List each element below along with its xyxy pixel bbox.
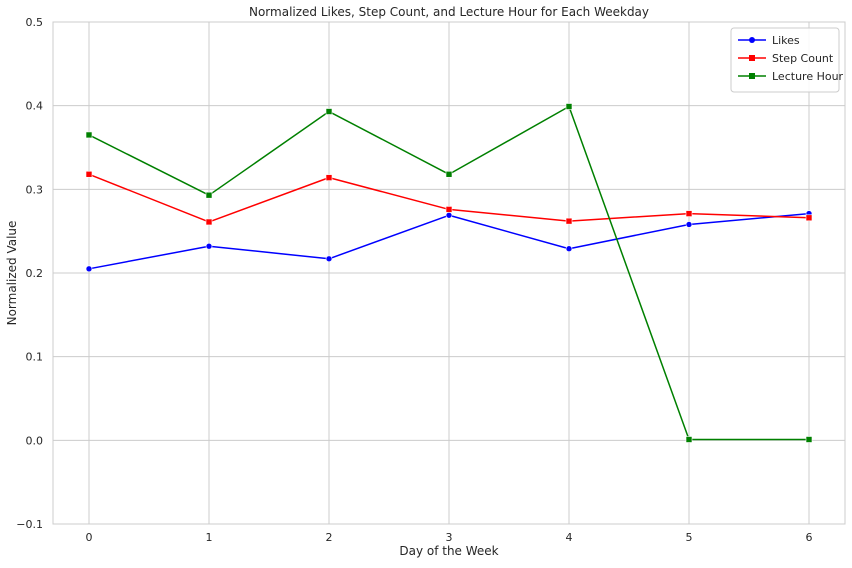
data-point-step-count [685, 210, 693, 217]
legend-label: Step Count [772, 52, 834, 65]
data-point-lecture-hour [85, 131, 93, 139]
data-point-step-count [805, 214, 813, 222]
legend-swatch-marker [749, 55, 755, 61]
y-tick-label: 0.4 [26, 100, 44, 113]
data-point-lecture-hour [805, 436, 813, 443]
y-tick-label: −0.1 [16, 518, 43, 531]
data-point-likes [685, 221, 693, 228]
chart-title: Normalized Likes, Step Count, and Lectur… [249, 5, 649, 19]
data-point-step-count [325, 174, 333, 181]
data-point-lecture-hour [325, 108, 333, 115]
data-point-lecture-hour [205, 191, 213, 199]
tick-labels: 0 1 2 3 4 5 6 −0.1 0.0 0.1 0.2 0.3 0.4 0.5 [16, 16, 812, 544]
y-axis-label: Normalized Value [5, 221, 19, 326]
data-point-lecture-hour [565, 103, 573, 110]
x-tick-label: 2 [326, 531, 333, 544]
x-axis-label: Day of the Week [399, 544, 498, 558]
data-point-likes [205, 242, 213, 250]
y-tick-label: 0.2 [26, 267, 44, 280]
legend-label: Likes [772, 34, 800, 47]
data-point-step-count [85, 170, 93, 178]
series-likes [85, 210, 813, 273]
data-point-step-count [565, 217, 573, 225]
data-point-likes [445, 211, 453, 219]
x-tick-label: 1 [206, 531, 213, 544]
data-point-lecture-hour [685, 436, 693, 443]
data-point-step-count [205, 218, 213, 226]
data-point-likes [85, 265, 93, 273]
data-point-step-count [445, 206, 453, 213]
legend: Likes Step Count Lecture Hour [730, 27, 844, 93]
series-step-count [85, 170, 813, 226]
x-tick-label: 6 [806, 531, 813, 544]
legend-label: Lecture Hour [772, 70, 844, 83]
data-point-lecture-hour [445, 170, 453, 178]
legend-swatch-marker [749, 37, 755, 43]
legend-entry-likes: Likes [738, 34, 800, 47]
y-tick-label: 0.3 [26, 183, 44, 196]
x-tick-label: 3 [446, 531, 453, 544]
plot-frame [52, 21, 846, 525]
x-tick-label: 5 [686, 531, 693, 544]
y-tick-label: 0.0 [26, 434, 44, 447]
y-tick-label: 0.5 [26, 16, 44, 29]
series-lines [85, 103, 813, 443]
y-tick-label: 0.1 [26, 351, 44, 364]
legend-entry-step-count: Step Count [738, 52, 834, 65]
x-tick-label: 0 [86, 531, 93, 544]
x-tick-label: 4 [566, 531, 573, 544]
data-point-likes [325, 255, 333, 263]
legend-swatch-marker [749, 73, 755, 79]
series-lecture-hour [85, 103, 813, 443]
legend-entry-lecture-hour: Lecture Hour [738, 70, 844, 83]
grid [53, 21, 845, 525]
data-point-likes [565, 245, 573, 253]
